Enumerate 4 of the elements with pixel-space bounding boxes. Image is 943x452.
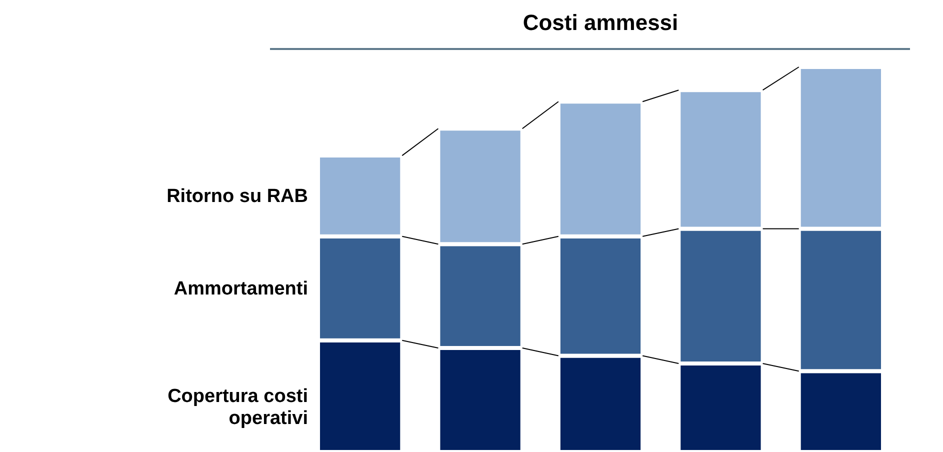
series-label: Copertura costi operativi: [168, 386, 308, 430]
series-label: Ritorno su RAB: [166, 186, 308, 207]
series-label: Ammortamenti: [174, 278, 308, 300]
chart-title: Costi ammessi: [522, 10, 678, 35]
